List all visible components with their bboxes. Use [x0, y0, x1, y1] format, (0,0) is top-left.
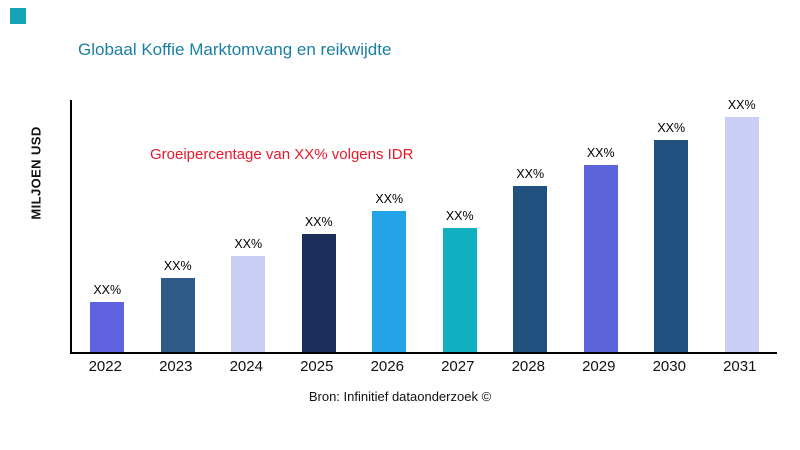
bar: [372, 210, 407, 352]
brand-corner-square: [10, 8, 26, 24]
bar-group: XX%: [213, 237, 283, 352]
x-tick-label: 2030: [652, 358, 686, 375]
bar-value-label: XX%: [375, 191, 404, 206]
bar: [583, 164, 618, 352]
bar: [724, 117, 759, 352]
x-tick-label: 2026: [370, 358, 404, 375]
bar: [231, 256, 266, 352]
x-tick-label: 2029: [582, 358, 616, 375]
bar: [442, 228, 477, 352]
bar-value-label: XX%: [234, 237, 263, 252]
bar-group: XX%: [425, 209, 495, 352]
plot-area: XX% XX% XX% XX% XX% XX% XX% XX% XX% XX%: [70, 98, 777, 354]
bar-value-label: XX%: [304, 215, 333, 230]
bar: [513, 185, 548, 352]
bar-value-label: XX%: [657, 121, 686, 136]
x-tick-label: 2028: [511, 358, 545, 375]
growth-annotation: Groeipercentage van XX% volgens IDR: [150, 146, 414, 163]
x-tick-label: 2025: [300, 358, 334, 375]
bar-value-label: XX%: [445, 209, 474, 224]
bar-group: XX%: [636, 121, 706, 352]
bar-group: XX%: [143, 259, 213, 352]
bar-value-label: XX%: [93, 282, 122, 297]
bar: [301, 234, 336, 352]
bar: [90, 301, 125, 352]
source-attribution: Bron: Infinitief dataonderzoek ©: [308, 389, 492, 404]
bar-value-label: XX%: [586, 145, 615, 160]
x-tick-label: 2027: [441, 358, 475, 375]
bar-group: XX%: [707, 98, 777, 352]
bar-group: XX%: [284, 215, 354, 352]
bar-value-label: XX%: [727, 98, 756, 113]
x-tick-label: 2031: [723, 358, 757, 375]
bar: [654, 140, 689, 352]
x-tick-label: 2022: [88, 358, 122, 375]
chart-title: Globaal Koffie Marktomvang en reikwijdte: [78, 40, 392, 59]
bar: [160, 278, 195, 352]
bar-group: XX%: [566, 146, 636, 352]
bar-value-label: XX%: [163, 259, 192, 274]
bar-group: XX%: [72, 283, 142, 352]
x-tick-label: 2023: [159, 358, 193, 375]
y-axis-title: MILJOEN USD: [28, 126, 44, 220]
x-axis-labels: 2022 2023 2024 2025 2026 2027 2028 2029 2030 2031: [70, 358, 775, 375]
x-tick-label: 2024: [229, 358, 263, 375]
bar-group: XX%: [354, 192, 424, 352]
bar-value-label: XX%: [516, 166, 545, 181]
bar-group: XX%: [495, 167, 565, 352]
